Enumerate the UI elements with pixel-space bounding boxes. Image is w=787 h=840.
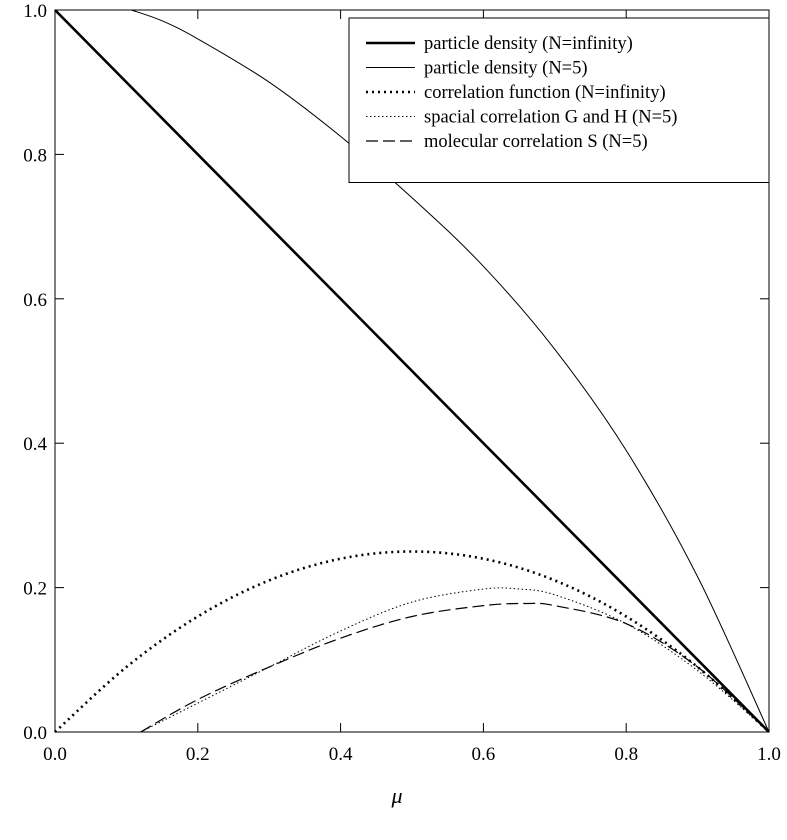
x-axis-title: μ	[390, 783, 402, 808]
series-line-4	[140, 587, 770, 733]
plot-frame	[54, 9, 770, 733]
x-tick-label: 1.0	[757, 744, 781, 765]
legend-label: correlation function (N=infinity)	[424, 83, 666, 103]
series-line-2	[131, 9, 770, 733]
legend-label: particle density (N=infinity)	[424, 34, 633, 54]
x-tick-label: 0.4	[329, 744, 353, 765]
y-tick-label: 0.0	[23, 723, 47, 744]
legend-label: particle density (N=5)	[424, 59, 588, 79]
y-tick-label: 0.6	[23, 290, 47, 311]
y-tick-label: 0.2	[23, 579, 47, 600]
series-line-5	[140, 602, 770, 733]
x-tick-label: 0.0	[43, 744, 67, 765]
y-tick-label: 1.0	[23, 1, 47, 22]
y-tick-label: 0.4	[23, 434, 47, 455]
legend-label: spacial correlation G and H (N=5)	[424, 108, 677, 128]
x-tick-label: 0.6	[472, 744, 496, 765]
axis-ticks: 0.0 0.2 0.4 0.6 0.8 1.0 0.0 0.2 0.4 0.6 0.8 1.0	[23, 1, 781, 765]
series-layer	[54, 9, 770, 733]
series-line-3	[54, 550, 770, 733]
legend-label: molecular correlation S (N=5)	[424, 132, 648, 152]
series-line-1	[54, 9, 770, 733]
x-tick-label: 0.2	[186, 744, 210, 765]
y-tick-label: 0.8	[23, 145, 47, 166]
legend-box	[348, 17, 770, 183]
x-tick-label: 0.8	[614, 744, 638, 765]
legend: particle density (N=infinity) particle de…	[348, 17, 770, 183]
